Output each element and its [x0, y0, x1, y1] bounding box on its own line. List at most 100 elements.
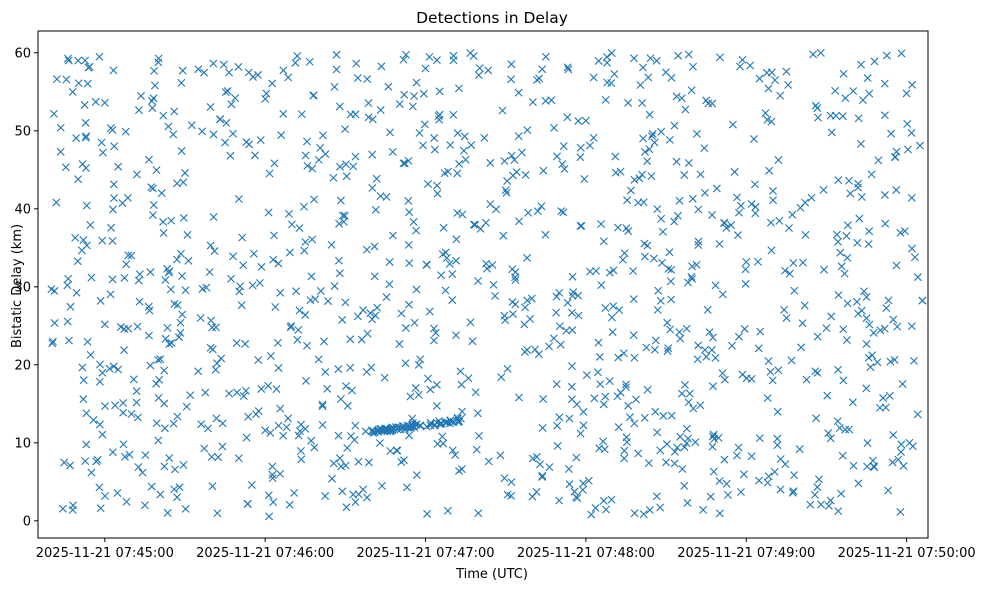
data-point — [425, 52, 434, 61]
data-point — [179, 461, 188, 469]
data-point — [564, 65, 573, 74]
data-point — [622, 438, 631, 447]
data-point — [601, 304, 610, 312]
data-point — [874, 156, 883, 165]
data-point — [376, 192, 385, 201]
data-point — [181, 168, 189, 177]
data-point — [577, 221, 586, 230]
data-point — [134, 106, 143, 115]
data-point — [307, 436, 316, 445]
data-point — [133, 413, 142, 422]
data-point — [486, 158, 495, 167]
data-point — [699, 505, 708, 514]
data-point — [79, 376, 88, 385]
data-point — [621, 380, 630, 389]
data-point — [307, 272, 316, 281]
data-point — [321, 150, 330, 159]
data-point — [412, 78, 421, 87]
data-point — [806, 500, 815, 509]
data-point — [252, 410, 261, 419]
data-point — [335, 269, 344, 278]
data-point — [607, 79, 616, 88]
data-point — [211, 323, 220, 332]
data-point — [585, 141, 594, 150]
data-point — [764, 472, 773, 481]
data-point — [789, 258, 798, 267]
data-point — [843, 221, 852, 230]
data-point — [160, 399, 169, 408]
data-point — [107, 223, 116, 232]
data-point — [826, 496, 835, 505]
data-point — [384, 82, 393, 91]
data-point — [865, 320, 874, 329]
data-point — [264, 208, 273, 217]
data-point — [553, 152, 562, 161]
data-point — [301, 238, 310, 247]
data-point — [528, 454, 537, 463]
data-point — [248, 72, 257, 81]
data-point — [536, 460, 545, 469]
data-point — [918, 296, 927, 305]
data-point — [175, 483, 184, 492]
data-point — [559, 208, 568, 217]
data-point — [683, 498, 692, 507]
data-point — [691, 438, 700, 447]
data-point — [395, 340, 404, 349]
x-tick-label: 2025-11-21 07:47:00 — [356, 546, 494, 561]
x-tick-label: 2025-11-21 07:46:00 — [196, 546, 334, 561]
data-point — [239, 261, 248, 270]
data-point — [194, 65, 203, 74]
data-point — [399, 159, 408, 168]
data-point — [898, 379, 907, 388]
data-point — [556, 340, 565, 349]
data-point — [155, 375, 164, 384]
data-point — [677, 389, 686, 398]
data-point — [377, 481, 386, 490]
data-point — [404, 156, 413, 165]
data-point — [159, 229, 168, 238]
data-point — [881, 219, 890, 228]
data-point — [620, 454, 629, 463]
data-point — [303, 341, 311, 350]
data-point — [208, 482, 217, 491]
data-point — [700, 144, 709, 153]
data-point — [207, 316, 216, 325]
data-point — [782, 67, 791, 76]
data-point — [73, 257, 82, 266]
data-point — [722, 479, 731, 488]
data-point — [711, 281, 720, 290]
data-point — [431, 328, 440, 337]
data-point — [601, 95, 610, 104]
data-point — [210, 247, 219, 256]
data-point — [161, 276, 170, 285]
data-point — [523, 126, 532, 135]
data-point — [458, 407, 467, 416]
data-point — [653, 205, 662, 214]
data-point — [291, 58, 300, 67]
data-point — [165, 454, 174, 463]
data-point — [816, 48, 825, 57]
data-point — [285, 248, 294, 257]
data-point — [64, 336, 73, 345]
data-point — [603, 58, 612, 67]
data-point — [888, 458, 897, 467]
data-point — [364, 99, 373, 108]
data-point — [590, 394, 599, 403]
data-point — [386, 128, 395, 137]
data-point — [810, 490, 819, 499]
data-point — [264, 381, 273, 390]
data-point — [587, 510, 596, 519]
data-point — [456, 367, 465, 376]
data-point — [408, 414, 417, 423]
data-point — [408, 102, 417, 111]
data-point — [499, 231, 508, 240]
data-point — [899, 462, 908, 471]
data-point — [515, 393, 523, 402]
data-point — [47, 285, 56, 294]
data-point — [609, 302, 618, 311]
data-point — [555, 496, 564, 505]
data-point — [133, 322, 142, 331]
data-point — [549, 334, 558, 343]
data-point — [831, 86, 840, 95]
data-point — [343, 443, 352, 452]
